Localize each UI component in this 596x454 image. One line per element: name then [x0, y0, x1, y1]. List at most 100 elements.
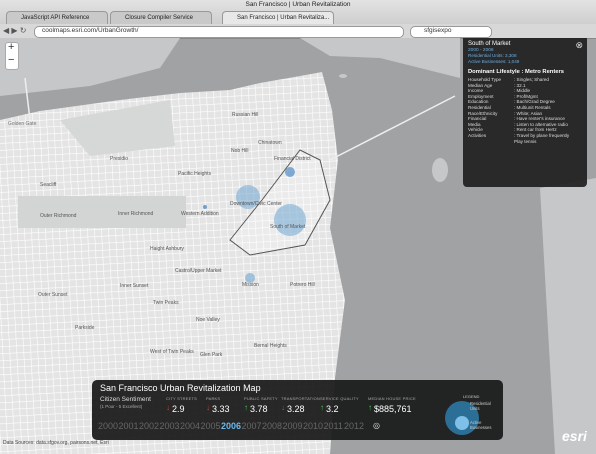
indicator-name: TRANSPORTATION: [281, 396, 321, 401]
map-label: Inner Sunset: [120, 283, 149, 289]
row-label: Financial: [468, 116, 487, 122]
map-label: Financial District: [274, 156, 311, 162]
popup-lifestyle: Dominant Lifestyle : Metro Renters: [468, 69, 564, 75]
row-label: Income: [468, 88, 484, 94]
map-label: Haight Ashbury: [150, 246, 184, 252]
row-value: : Singles; Shared: [514, 77, 549, 82]
year[interactable]: 2002: [139, 421, 160, 431]
bubble[interactable]: [274, 204, 306, 236]
year[interactable]: 2009: [282, 421, 303, 431]
east-bay-land: [540, 178, 596, 454]
row-value: : Middle: [514, 88, 531, 94]
indicator-value: 2.9: [172, 404, 185, 414]
trend-arrow: ↑: [368, 403, 372, 412]
sf-land: [0, 72, 345, 454]
map-label: Chinatown: [258, 140, 282, 146]
bubble[interactable]: [203, 205, 207, 209]
indicator-value: 3.2: [326, 404, 339, 414]
tab[interactable]: Closure Compiler Service: [110, 11, 212, 24]
trend-arrow: ↑: [320, 403, 324, 412]
legend-item: Active Businesses: [470, 420, 492, 430]
row-label: Residential: [468, 104, 491, 110]
indicator-value: $885,761: [374, 404, 412, 414]
popup-row: Household Type : Singles; Shared: [468, 77, 583, 83]
popup-row: Financial : Have renter's insurance: [468, 116, 583, 122]
map-label: South of Market: [270, 224, 306, 230]
row-label: Education: [468, 99, 489, 105]
year[interactable]: 2005: [200, 421, 221, 431]
year[interactable]: 2000: [98, 421, 119, 431]
map-label: Downtown/Civic Center: [230, 201, 282, 207]
bubble[interactable]: [285, 167, 295, 177]
popup-close[interactable]: ⊗: [575, 40, 583, 50]
map-label: Potrero Hill: [290, 282, 315, 288]
search-field[interactable]: [410, 26, 492, 38]
golden-gate-park: [18, 196, 186, 228]
row-value: : Prof/Mgmt: [514, 93, 538, 99]
play-button[interactable]: ◎: [373, 421, 380, 430]
year[interactable]: 2011: [323, 421, 343, 431]
popup-title: South of Market: [468, 41, 511, 47]
bubble[interactable]: [245, 273, 255, 283]
popup: ⊗ South of Market 2000 - 2006 Residentia…: [463, 38, 587, 187]
tab[interactable]: JavaScript API Reference: [6, 11, 108, 24]
trend-arrow: ↓: [281, 403, 285, 412]
map-label: Inner Richmond: [118, 211, 154, 217]
year[interactable]: 2006: [221, 421, 242, 431]
row-label: Media: [468, 121, 481, 127]
indicator-name: SERVICE QUALITY: [320, 396, 359, 401]
sentiment-label: Citizen Sentiment: [100, 396, 151, 403]
zoom-in[interactable]: +: [8, 41, 15, 53]
presidio: [60, 100, 175, 156]
popup-row: Median Age: 32.1: [468, 83, 583, 89]
row-value: : Travel by plane frequently: [514, 132, 570, 138]
popup-stat: Active Businesses: 1,049: [468, 58, 520, 64]
map-label: Outer Richmond: [40, 213, 77, 219]
year[interactable]: 2004: [180, 421, 201, 431]
tab[interactable]: San Francisco | Urban Revitaliza...: [222, 11, 334, 24]
nav-buttons[interactable]: ◀ ▶ ↻: [3, 26, 27, 35]
url-field[interactable]: [34, 26, 404, 38]
bottom-panel: San Francisco Urban Revitalization Map C…: [92, 380, 503, 440]
popup-rows: Household Type: Singles; Shared Median Ag…: [468, 77, 583, 144]
indicator-value: 3.78: [250, 404, 268, 414]
popup-row: Income : Middle: [468, 88, 583, 94]
popup-row: Vehicle: Rent car from Hertz: [468, 127, 583, 133]
golden-gate-bridge: [24, 77, 31, 121]
bubble[interactable]: [236, 185, 260, 209]
search-text: sfgisexpo: [424, 27, 452, 34]
zoom-control: [5, 42, 19, 70]
map-label: Golden Gate: [8, 121, 37, 127]
url: coolmaps.esri.com/UrbanGrowth/: [42, 27, 139, 34]
row-value: : White; Asian: [514, 110, 543, 116]
year[interactable]: 2001: [118, 421, 139, 431]
footer: Data Sources: data.sfgov.org, pairsons.n…: [3, 440, 109, 446]
row-label: Median Age: [468, 82, 493, 88]
year[interactable]: 2008: [262, 421, 283, 431]
year[interactable]: 2012: [344, 421, 365, 431]
legend-title: LEGEND: [463, 394, 480, 399]
year[interactable]: 2010: [303, 421, 324, 431]
popup-stats: Residential Units: 3,308 Active Businesse…: [468, 53, 519, 64]
popup-row: Education: Bach/Grad Degree: [468, 99, 583, 105]
year[interactable]: 2007: [241, 421, 262, 431]
indicator-value: 3.28: [287, 404, 305, 414]
map-label: Castro/Upper Market: [175, 268, 222, 274]
row-value: : Have renter's insurance: [514, 116, 565, 122]
year[interactable]: 2003: [159, 421, 180, 431]
map-label: Presidio: [110, 156, 129, 162]
map-label: Noe Valley: [196, 317, 220, 323]
row-value: : Listen to alternative radio: [514, 121, 568, 127]
map-label: Mission: [242, 282, 259, 288]
popup-row: Race/Ethnicity: White; Asian: [468, 111, 583, 117]
selected-neighborhood[interactable]: [229, 149, 331, 256]
row-label: Vehicle: [468, 127, 483, 133]
indicator-name: CITY STREETS: [166, 396, 197, 401]
map-label: West of Twin Peaks: [150, 349, 194, 355]
popup-row: Play tennis: [468, 139, 583, 145]
north-land: [300, 38, 460, 78]
row-label: Household Type: [468, 77, 502, 82]
zoom-out[interactable]: −: [8, 54, 15, 66]
bay-bridge: [329, 95, 456, 161]
